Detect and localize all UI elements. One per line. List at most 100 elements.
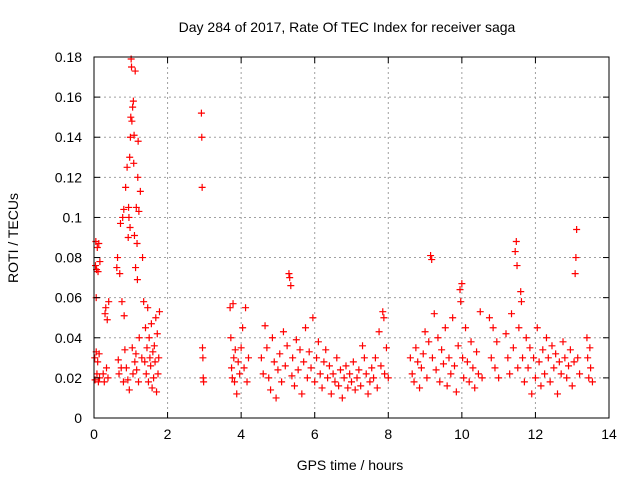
data-point	[119, 213, 127, 221]
data-point	[153, 330, 161, 338]
data-point	[133, 366, 141, 374]
data-point	[432, 366, 440, 374]
data-point	[559, 338, 567, 346]
data-point	[95, 240, 103, 248]
data-point	[423, 374, 431, 382]
data-point	[268, 334, 276, 342]
data-point	[451, 362, 458, 370]
data-point	[462, 324, 470, 332]
data-point	[370, 374, 378, 382]
data-point	[506, 370, 514, 378]
data-point	[476, 308, 484, 316]
data-point	[327, 390, 335, 398]
data-point	[342, 362, 350, 370]
data-point	[237, 344, 245, 352]
data-point	[517, 298, 525, 306]
data-point	[287, 282, 295, 290]
data-point	[571, 270, 579, 278]
data-point	[368, 364, 376, 372]
data-point	[412, 344, 420, 352]
data-point	[261, 322, 269, 330]
data-point	[381, 370, 389, 378]
y-tick-label: 0.04	[55, 330, 82, 346]
data-point	[585, 374, 593, 382]
data-point	[104, 374, 112, 382]
data-point	[434, 334, 442, 342]
data-point	[234, 358, 242, 366]
data-point	[236, 370, 244, 378]
data-point	[463, 358, 471, 366]
grid-lines	[94, 57, 609, 418]
x-tick-label: 0	[90, 426, 98, 442]
data-point	[124, 376, 132, 384]
data-point	[473, 348, 481, 356]
data-point	[425, 338, 433, 346]
data-point	[535, 358, 543, 366]
data-point	[325, 362, 333, 370]
data-point	[522, 334, 530, 342]
data-point	[546, 378, 554, 386]
data-point	[309, 314, 317, 322]
data-point	[128, 117, 136, 125]
data-point	[457, 298, 465, 306]
data-point	[406, 354, 414, 362]
data-point	[528, 390, 536, 398]
data-point	[121, 346, 129, 354]
data-point	[336, 366, 344, 374]
data-point	[265, 374, 273, 382]
data-point	[105, 298, 113, 306]
data-point	[126, 133, 134, 141]
data-point	[130, 131, 138, 139]
data-point	[133, 276, 141, 284]
data-point	[296, 346, 304, 354]
data-point	[382, 344, 390, 352]
data-point	[144, 304, 152, 312]
data-point	[531, 374, 539, 382]
data-point	[134, 137, 142, 145]
data-point	[524, 364, 532, 372]
data-point	[135, 334, 143, 342]
chart-title: Day 284 of 2017, Rate Of TEC Index for r…	[179, 19, 516, 35]
data-point	[150, 342, 158, 350]
data-point	[539, 346, 547, 354]
data-point	[147, 320, 155, 328]
data-point	[148, 384, 156, 392]
data-point	[155, 308, 163, 316]
data-point	[573, 225, 581, 233]
data-point	[96, 258, 104, 266]
x-tick-label: 12	[528, 426, 544, 442]
data-point	[474, 370, 482, 378]
data-point	[526, 344, 534, 352]
data-point	[298, 390, 306, 398]
data-point	[359, 342, 367, 350]
data-point	[122, 364, 130, 372]
data-point	[231, 346, 239, 354]
data-point	[493, 338, 501, 346]
data-point	[504, 354, 512, 362]
data-point	[380, 314, 388, 322]
data-point	[417, 364, 425, 372]
data-point	[292, 336, 300, 344]
data-point	[263, 344, 271, 352]
data-point	[142, 370, 150, 378]
data-point	[199, 344, 207, 352]
data-point	[489, 324, 497, 332]
data-point	[285, 270, 293, 278]
data-point	[123, 163, 131, 171]
data-point	[119, 378, 127, 386]
data-point	[421, 328, 429, 336]
data-point	[557, 370, 565, 378]
data-point	[138, 354, 146, 362]
data-point	[116, 270, 124, 278]
data-point	[118, 298, 126, 306]
x-tick-label: 14	[601, 426, 617, 442]
data-point	[113, 264, 121, 272]
plot-frame	[93, 56, 610, 419]
data-point	[377, 362, 385, 370]
data-point	[305, 348, 313, 356]
data-point	[278, 378, 286, 386]
data-point	[128, 344, 136, 352]
data-point	[329, 370, 337, 378]
data-point	[124, 234, 132, 241]
